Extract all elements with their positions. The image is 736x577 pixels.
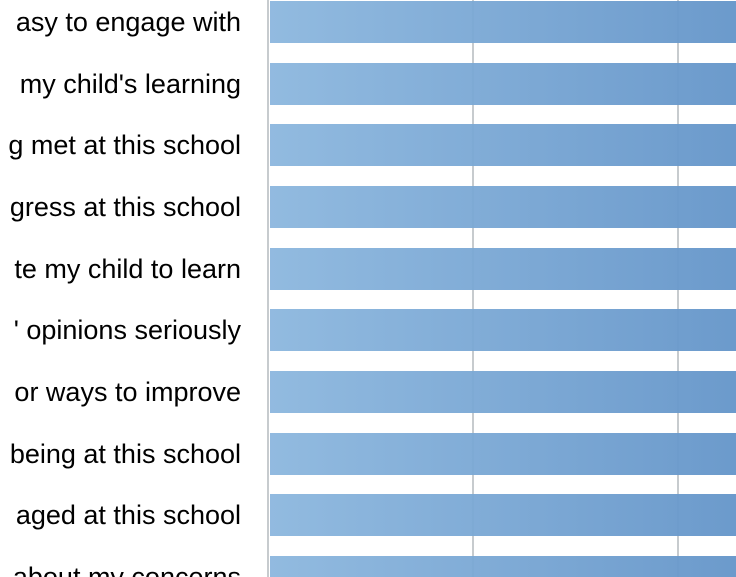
category-row: asy to engage with	[0, 1, 736, 43]
bar	[270, 248, 736, 290]
category-row: g met at this school	[0, 124, 736, 166]
category-row: ' opinions seriously	[0, 309, 736, 351]
bar	[270, 309, 736, 351]
category-label: gress at this school	[9, 192, 241, 222]
category-row: about my concerns	[0, 556, 736, 577]
bar	[270, 1, 736, 43]
bar	[270, 124, 736, 166]
bar	[270, 371, 736, 413]
bar	[270, 433, 736, 475]
category-row: aged at this school	[0, 494, 736, 536]
category-label: aged at this school	[15, 500, 241, 530]
category-label: my child's learning	[19, 69, 241, 99]
bar	[270, 186, 736, 228]
bar	[270, 494, 736, 536]
category-row: being at this school	[0, 433, 736, 475]
category-label: ' opinions seriously	[13, 315, 241, 345]
category-row: gress at this school	[0, 186, 736, 228]
category-row: or ways to improve	[0, 371, 736, 413]
y-axis-line	[267, 0, 269, 577]
category-row: my child's learning	[0, 63, 736, 105]
category-label: about my concerns	[12, 562, 241, 577]
category-label: g met at this school	[8, 130, 241, 160]
category-label: te my child to learn	[14, 254, 241, 284]
bar	[270, 63, 736, 105]
bar	[270, 556, 736, 577]
category-label: being at this school	[9, 439, 241, 469]
category-label: or ways to improve	[14, 377, 241, 407]
category-row: te my child to learn	[0, 248, 736, 290]
category-label: asy to engage with	[15, 7, 241, 37]
